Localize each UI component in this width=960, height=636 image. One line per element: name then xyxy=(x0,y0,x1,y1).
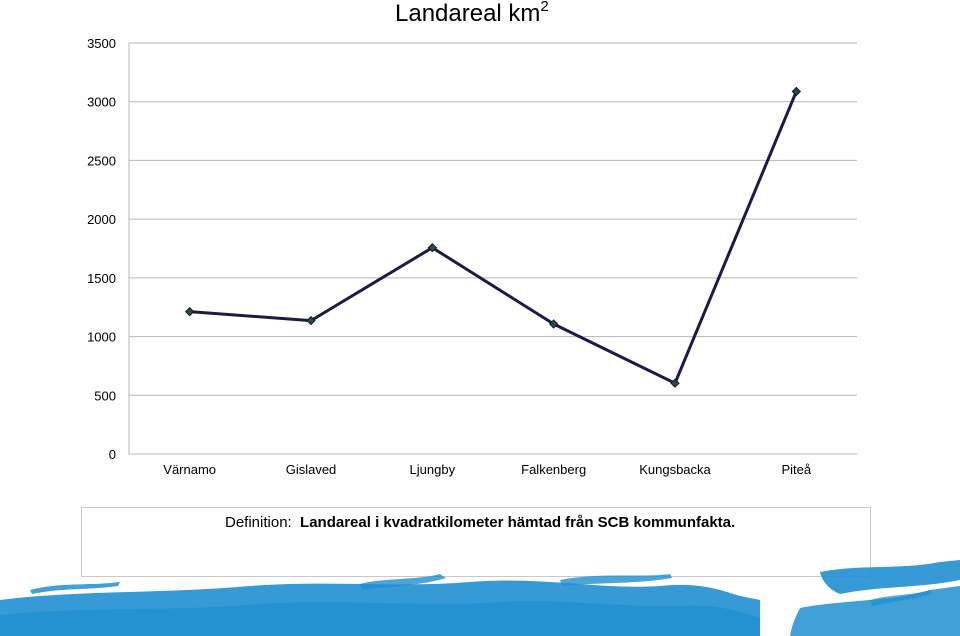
data-point xyxy=(184,306,195,317)
definition-body: Landareal i kvadratkilometer hämtad från… xyxy=(300,514,736,531)
y-tick-label: 0 xyxy=(109,447,116,462)
x-tick-label: Ljungby xyxy=(410,462,456,477)
y-tick-label: 500 xyxy=(94,388,116,403)
x-tick-label: Gislaved xyxy=(286,462,337,477)
x-tick-label: Kungsbacka xyxy=(639,462,711,477)
wave-stroke xyxy=(0,601,760,636)
y-tick-label: 1000 xyxy=(87,330,116,345)
data-point xyxy=(548,319,559,329)
wave-stroke xyxy=(820,560,960,594)
y-axis-tick-labels: 0 500 1000 1500 2000 2500 3000 3500 xyxy=(87,36,116,462)
y-tick-label: 2000 xyxy=(87,212,116,227)
grid-lines xyxy=(128,42,857,455)
data-point xyxy=(306,315,316,326)
data-point xyxy=(427,242,438,253)
chart-title-text: Landareal km xyxy=(395,0,541,27)
y-tick-label: 1500 xyxy=(87,271,116,286)
definition-box: Definition: Landareal i kvadratkilometer… xyxy=(81,507,871,577)
y-tick-label: 2500 xyxy=(87,153,116,168)
series-line xyxy=(189,90,798,385)
data-point xyxy=(670,378,680,388)
chart-title: Landareal km2 xyxy=(395,0,549,31)
wave-stroke xyxy=(360,574,446,590)
x-tick-label: Värnamo xyxy=(163,462,216,477)
wave-stroke xyxy=(790,586,960,636)
definition-text: Definition: Landareal i kvadratkilometer… xyxy=(225,514,735,531)
y-tick-label: 3000 xyxy=(87,95,116,110)
wave-stroke xyxy=(560,574,672,586)
y-tick-label: 3500 xyxy=(87,36,116,51)
chart-title-superscript: 2 xyxy=(540,0,549,15)
x-tick-label: Piteå xyxy=(782,462,812,477)
wave-stroke xyxy=(870,590,932,606)
x-axis-tick-labels: Värnamo Gislaved Ljungby Falkenberg Kungsbac… xyxy=(163,462,812,477)
data-point xyxy=(791,86,802,97)
series-line-group xyxy=(189,90,798,385)
line-chart: 0 500 1000 1500 2000 2500 3000 3500 Värnamo Gisl… xyxy=(87,36,857,477)
data-markers xyxy=(184,86,802,388)
x-tick-label: Falkenberg xyxy=(521,462,586,477)
wave-decoration xyxy=(0,560,960,636)
definition-label: Definition: xyxy=(225,514,292,531)
wave-stroke xyxy=(30,582,120,594)
